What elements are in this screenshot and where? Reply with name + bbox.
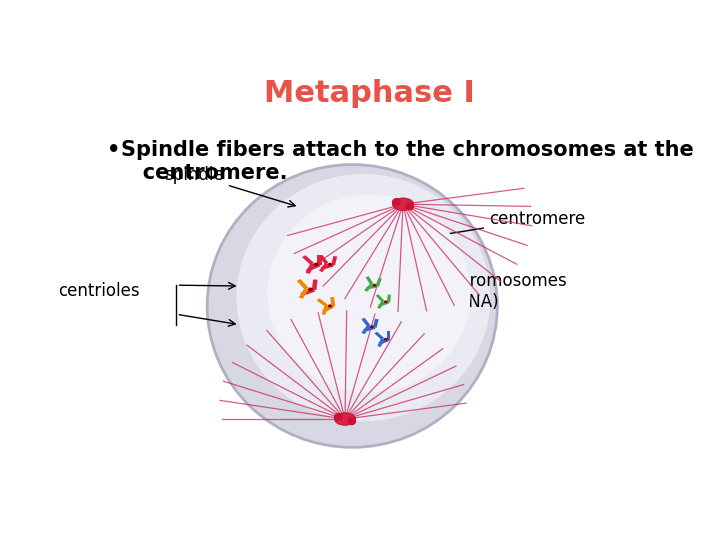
Ellipse shape: [334, 413, 356, 426]
FancyArrow shape: [378, 339, 390, 345]
Ellipse shape: [384, 338, 387, 341]
FancyArrow shape: [312, 279, 318, 290]
FancyArrow shape: [319, 255, 328, 264]
FancyArrow shape: [322, 305, 328, 315]
FancyArrow shape: [322, 305, 334, 313]
FancyArrow shape: [300, 288, 315, 296]
Ellipse shape: [370, 325, 374, 328]
FancyArrow shape: [321, 264, 334, 270]
Ellipse shape: [314, 262, 318, 266]
FancyArrow shape: [299, 288, 309, 299]
FancyArrow shape: [363, 326, 375, 332]
FancyArrow shape: [306, 264, 315, 274]
Text: centromere: centromere: [397, 211, 585, 244]
Ellipse shape: [236, 174, 490, 421]
Text: chromosomes
(DNA): chromosomes (DNA): [450, 272, 567, 311]
FancyArrow shape: [319, 263, 328, 272]
FancyArrow shape: [387, 294, 391, 302]
FancyArrow shape: [307, 264, 320, 271]
Text: centrioles: centrioles: [58, 282, 140, 300]
Ellipse shape: [384, 300, 387, 303]
FancyArrow shape: [317, 298, 328, 307]
FancyArrow shape: [297, 279, 309, 289]
Ellipse shape: [373, 284, 377, 287]
Text: Metaphase I: Metaphase I: [264, 79, 474, 109]
FancyArrow shape: [302, 255, 314, 265]
FancyArrow shape: [377, 301, 384, 309]
FancyArrow shape: [378, 301, 390, 307]
Text: Spindle fibers attach to the chromosomes at the
   centromere.: Spindle fibers attach to the chromosomes…: [121, 140, 693, 183]
FancyArrow shape: [377, 339, 384, 347]
FancyArrow shape: [376, 294, 384, 302]
Ellipse shape: [308, 287, 313, 291]
Ellipse shape: [328, 263, 332, 266]
FancyArrow shape: [364, 284, 373, 292]
Text: spindle: spindle: [164, 166, 295, 207]
FancyArrow shape: [366, 276, 374, 285]
Ellipse shape: [334, 413, 343, 421]
Ellipse shape: [347, 417, 356, 426]
Ellipse shape: [405, 202, 414, 211]
FancyArrow shape: [387, 332, 390, 340]
FancyArrow shape: [361, 325, 370, 334]
FancyArrow shape: [331, 256, 337, 266]
FancyArrow shape: [366, 285, 378, 289]
FancyArrow shape: [376, 278, 382, 286]
FancyArrow shape: [373, 319, 379, 328]
FancyArrow shape: [330, 297, 336, 306]
Ellipse shape: [207, 165, 498, 447]
FancyArrow shape: [361, 318, 370, 327]
Ellipse shape: [392, 198, 413, 211]
Text: •: •: [107, 140, 120, 160]
FancyArrow shape: [374, 332, 384, 340]
Ellipse shape: [328, 305, 332, 308]
Ellipse shape: [267, 194, 471, 393]
Ellipse shape: [392, 198, 401, 206]
FancyArrow shape: [318, 255, 322, 265]
